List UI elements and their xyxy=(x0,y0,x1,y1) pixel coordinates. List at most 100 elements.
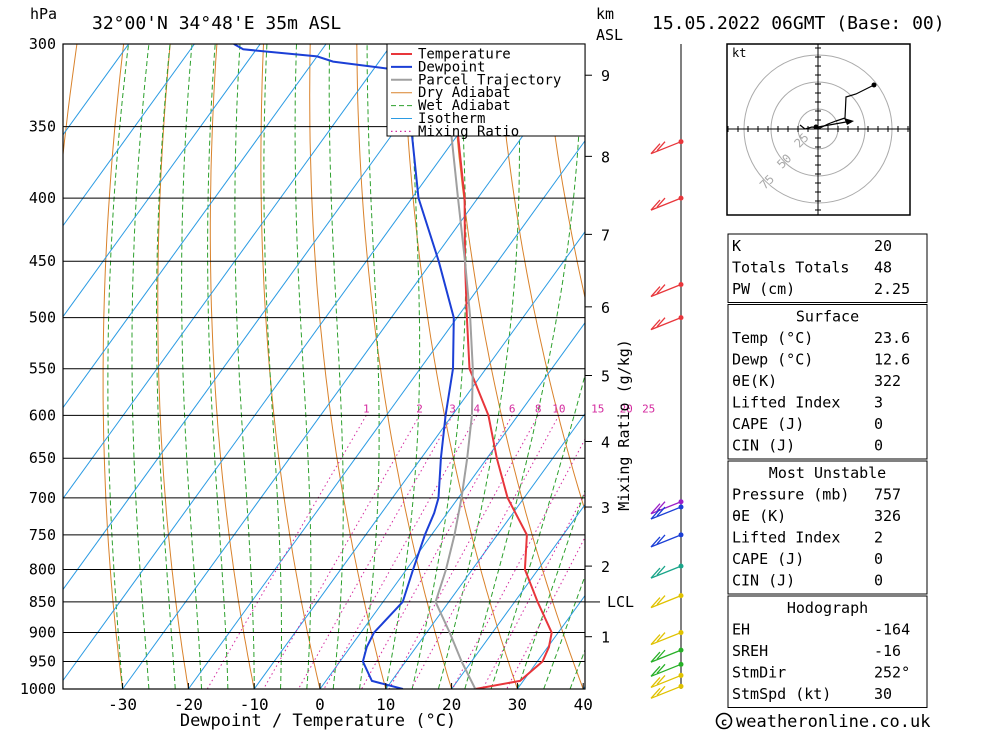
wind-barb-flag xyxy=(656,632,666,642)
hodograph-table-box xyxy=(727,595,928,708)
wet-adiabat-line xyxy=(328,44,344,689)
wind-level-dot xyxy=(678,630,684,636)
mixing-ratio-line xyxy=(206,415,367,689)
pressure-tick-label: 600 xyxy=(29,406,56,424)
parcel-trajectory-profile xyxy=(430,44,477,689)
legend-box xyxy=(386,43,586,137)
km-tick-label: 4 xyxy=(601,433,610,451)
most-unstable-table-box xyxy=(727,460,928,595)
footer: c weatheronline.co.uk xyxy=(715,712,930,732)
isotherm-line xyxy=(187,139,585,689)
wet-adiabat-line xyxy=(234,44,255,689)
most-unstable-table-row-label: θE (K) xyxy=(732,507,786,525)
wind-level-dot xyxy=(678,647,684,653)
dry-adiabat-line xyxy=(403,44,518,689)
wet-adiabat-line xyxy=(464,44,583,689)
x-tick-label: 40 xyxy=(574,695,593,714)
dry-adiabat-line xyxy=(209,44,255,689)
wind-barb xyxy=(650,141,682,155)
mixing-ratio-label: 25 xyxy=(642,402,655,415)
hodograph-end-dot xyxy=(871,82,877,88)
legend-entry: Wet Adiabat xyxy=(418,98,511,114)
copyright-icon xyxy=(715,712,733,730)
most-unstable-table-row-label: Pressure (mb) xyxy=(732,486,849,504)
storm-motion-vector xyxy=(817,121,847,128)
mixing-ratio-line xyxy=(361,415,513,689)
dry-adiabat-line xyxy=(917,44,1000,689)
mixing-ratio-label: 4 xyxy=(473,402,480,415)
wind-barb xyxy=(650,534,682,548)
most-unstable-table-row-label: Lifted Index xyxy=(732,529,840,547)
surface-table-row-value: 0 xyxy=(874,415,883,433)
surface-table-row-label: Lifted Index xyxy=(732,394,840,412)
temperature-profile xyxy=(451,44,553,689)
wind-barb-flag xyxy=(656,565,666,576)
most-unstable-table-row-label: CAPE (J) xyxy=(732,550,804,568)
surface-table-row-label: CAPE (J) xyxy=(732,415,804,433)
wind-barb xyxy=(650,506,682,520)
isotherm-line xyxy=(319,321,585,689)
wind-barb xyxy=(650,674,682,689)
isotherm-line xyxy=(63,44,261,318)
isotherm-line xyxy=(63,44,195,227)
hodograph-table-row-value: -16 xyxy=(874,642,901,660)
hodograph-table-row-value: -164 xyxy=(874,621,910,639)
surface-table-row-label: CIN (J) xyxy=(732,437,795,455)
indices-table-row-label: K xyxy=(732,237,741,255)
mixing-ratio-line xyxy=(297,415,454,689)
wind-level-dot xyxy=(678,282,684,288)
km-tick-label: 8 xyxy=(601,148,610,166)
storm-motion-marker xyxy=(844,118,854,125)
wind-barb xyxy=(650,649,682,663)
wind-barb-flag xyxy=(650,665,661,677)
most-unstable-table-row-value: 2 xyxy=(874,529,883,547)
wind-barb-flag xyxy=(650,677,661,688)
wind-level-dot xyxy=(678,139,684,145)
isotherm-line xyxy=(63,44,393,500)
hodograph-table-row-label: SREH xyxy=(732,642,768,660)
surface-table-row-value: 12.6 xyxy=(874,351,910,369)
surface-table-row-label: θE(K) xyxy=(732,372,777,390)
wind-level-dot xyxy=(678,504,684,510)
pressure-tick-label: 1000 xyxy=(20,680,56,698)
location-title: 32°00'N 34°48'E 35m ASL xyxy=(92,13,341,34)
wet-adiabat-line xyxy=(263,44,282,689)
isotherm-line xyxy=(122,49,585,689)
pressure-tick-label: 950 xyxy=(29,653,56,671)
wet-adiabat-line xyxy=(156,44,176,689)
pressure-tick-label: 350 xyxy=(29,118,56,136)
pressure-tick-label: 850 xyxy=(29,593,56,611)
legend-entry: Temperature xyxy=(418,47,511,63)
wind-barb-flag xyxy=(656,317,666,328)
legend-entry: Isotherm xyxy=(418,111,485,127)
wind-barb-flag xyxy=(650,143,661,155)
hodograph-table-row-label: StmSpd (kt) xyxy=(732,685,831,703)
dry-adiabat-line xyxy=(963,44,1000,689)
dry-adiabat-line xyxy=(542,44,585,300)
wind-barb-flag xyxy=(650,508,661,520)
isotherm-line xyxy=(253,230,585,689)
mixing-ratio-label: 20 xyxy=(620,402,633,415)
mixing-ratio-label: 2 xyxy=(416,402,423,415)
wind-barb-column xyxy=(650,44,684,699)
wind-barb xyxy=(650,565,682,579)
mixing-ratio-axis-title: Mixing Ratio (g/kg) xyxy=(615,339,633,511)
wind-barb xyxy=(650,631,682,646)
mixing-ratio-line xyxy=(263,415,421,689)
surface-table-row-value: 23.6 xyxy=(874,329,910,347)
wind-barb-flag xyxy=(650,634,661,645)
plot-frame xyxy=(62,43,586,690)
lcl-label: LCL xyxy=(607,593,634,611)
mixing-ratio-line xyxy=(506,536,585,689)
isotherm-line xyxy=(63,44,327,409)
wet-adiabat-line xyxy=(294,44,312,689)
wind-barb-flag xyxy=(656,685,666,696)
most-unstable-table-row-value: 326 xyxy=(874,507,901,525)
km-tick-label: 5 xyxy=(601,367,610,385)
pressure-tick-label: 500 xyxy=(29,309,56,327)
x-tick-label: 30 xyxy=(508,695,527,714)
x-tick-label: -10 xyxy=(240,695,269,714)
wind-level-dot xyxy=(678,661,684,667)
wind-barb-flag xyxy=(650,597,661,609)
